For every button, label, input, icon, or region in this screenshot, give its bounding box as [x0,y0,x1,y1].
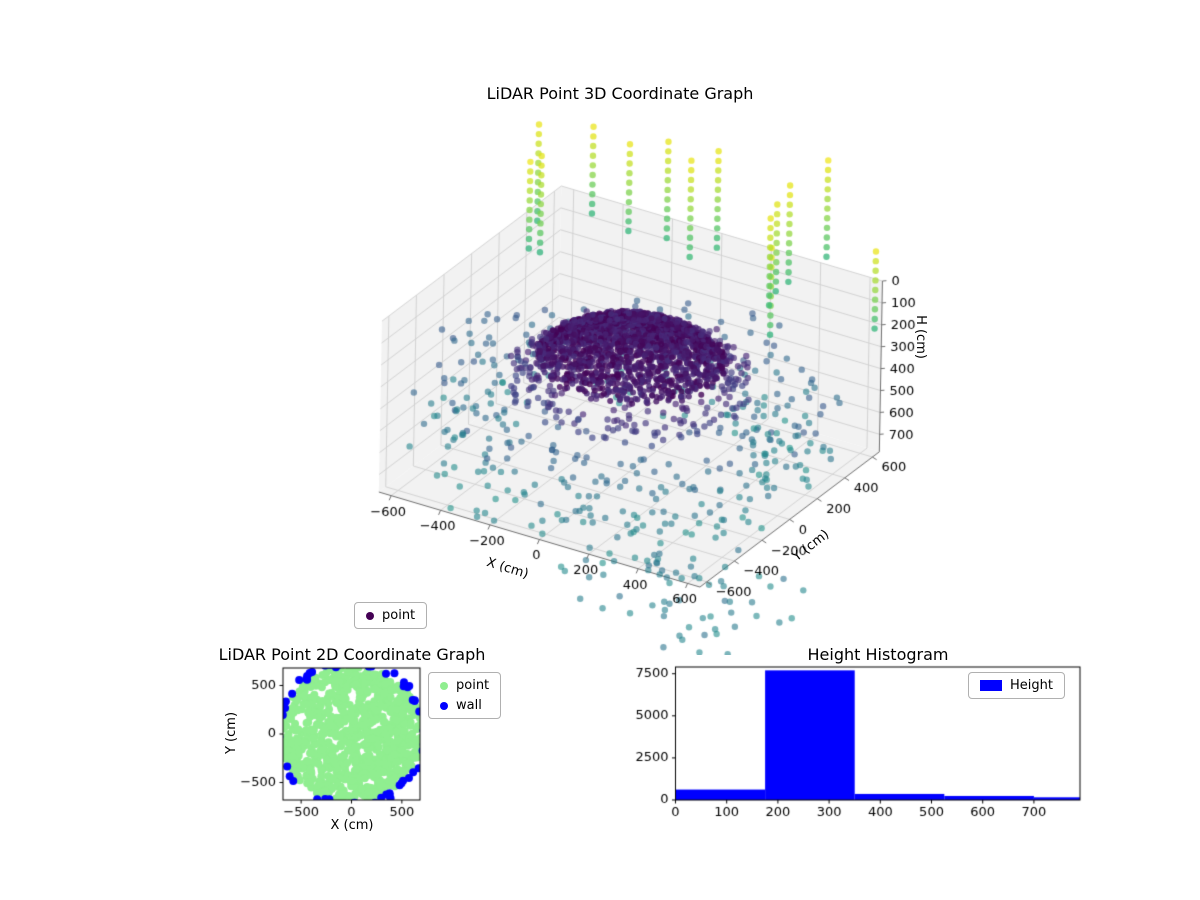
legend-item-point: point [366,608,415,623]
scatter-marker-icon [440,681,448,690]
plot2d-yaxis-label: Y (cm) [224,711,239,755]
scatter-marker-icon [366,611,374,620]
legend-label: wall [456,698,482,713]
histogram-legend: Height [968,672,1065,699]
legend-label: Height [1010,678,1053,693]
plot3d-legend: point [354,602,428,629]
plot2d-xaxis-label: X (cm) [330,818,374,833]
plot3d-zaxis-label: H (cm) [913,315,928,359]
bar-patch-icon [980,680,1002,691]
legend-item-point: point [440,678,489,693]
plot3d-canvas [280,95,940,655]
legend-label: point [382,608,416,623]
legend-item-wall: wall [440,698,489,713]
scatter-marker-icon [440,701,448,710]
legend-label: point [456,678,490,693]
plot2d-legend: point wall [428,672,502,719]
plot2d-canvas [210,655,440,850]
legend-item-height: Height [980,678,1053,693]
